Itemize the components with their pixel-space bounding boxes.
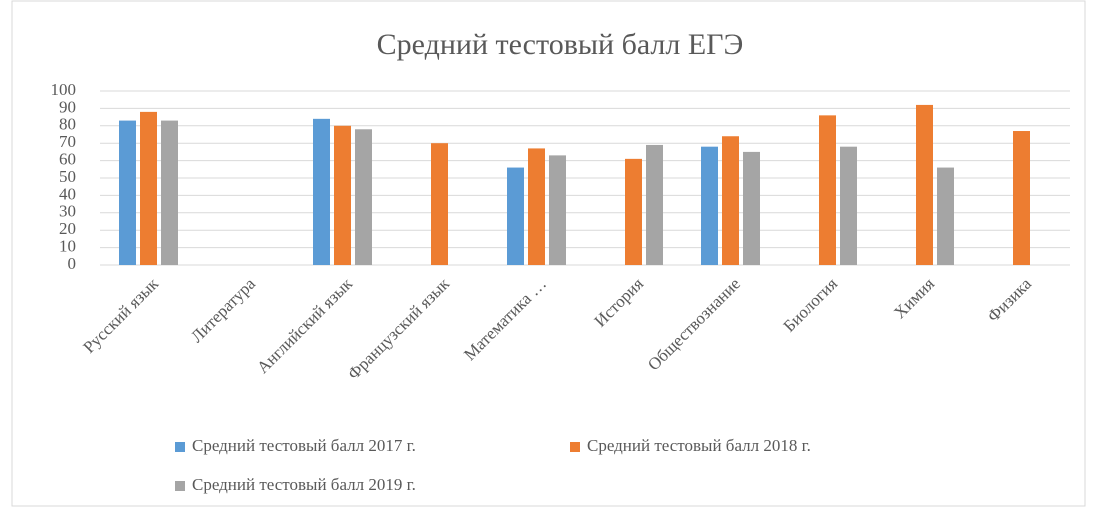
bar [743, 151, 760, 265]
bar [916, 104, 933, 265]
y-tick-label: 90 [59, 97, 76, 116]
bar [840, 146, 857, 265]
bar [646, 144, 663, 265]
bar [1013, 131, 1030, 265]
bar [625, 158, 642, 265]
bar [819, 115, 836, 265]
y-tick-label: 60 [59, 150, 76, 169]
chart-title: Средний тестовый балл ЕГЭ [377, 28, 744, 61]
y-tick-label: 20 [59, 219, 76, 238]
bar [431, 143, 448, 265]
legend-label: Средний тестовый балл 2017 г. [192, 436, 416, 455]
bar [140, 111, 157, 265]
bar [313, 118, 330, 265]
y-tick-label: 30 [59, 202, 76, 221]
bar [119, 120, 136, 265]
bar [334, 125, 351, 265]
y-tick-label: 0 [68, 254, 77, 273]
legend-marker [175, 442, 185, 452]
legend-label: Средний тестовый балл 2018 г. [587, 436, 811, 455]
y-tick-label: 50 [59, 167, 76, 186]
y-tick-label: 80 [59, 115, 76, 134]
bar [507, 167, 524, 265]
bar [722, 136, 739, 265]
bar [161, 120, 178, 265]
bar [701, 146, 718, 265]
legend-marker [175, 481, 185, 491]
y-tick-label: 40 [59, 184, 76, 203]
bar [355, 129, 372, 265]
y-tick-label: 70 [59, 132, 76, 151]
y-tick-label: 100 [51, 80, 77, 99]
bar [528, 148, 545, 265]
chart-frame [11, 0, 1086, 507]
legend-marker [570, 442, 580, 452]
y-tick-label: 10 [59, 237, 76, 256]
bar [937, 167, 954, 265]
bar [549, 155, 566, 265]
legend-label: Средний тестовый балл 2019 г. [192, 475, 416, 494]
